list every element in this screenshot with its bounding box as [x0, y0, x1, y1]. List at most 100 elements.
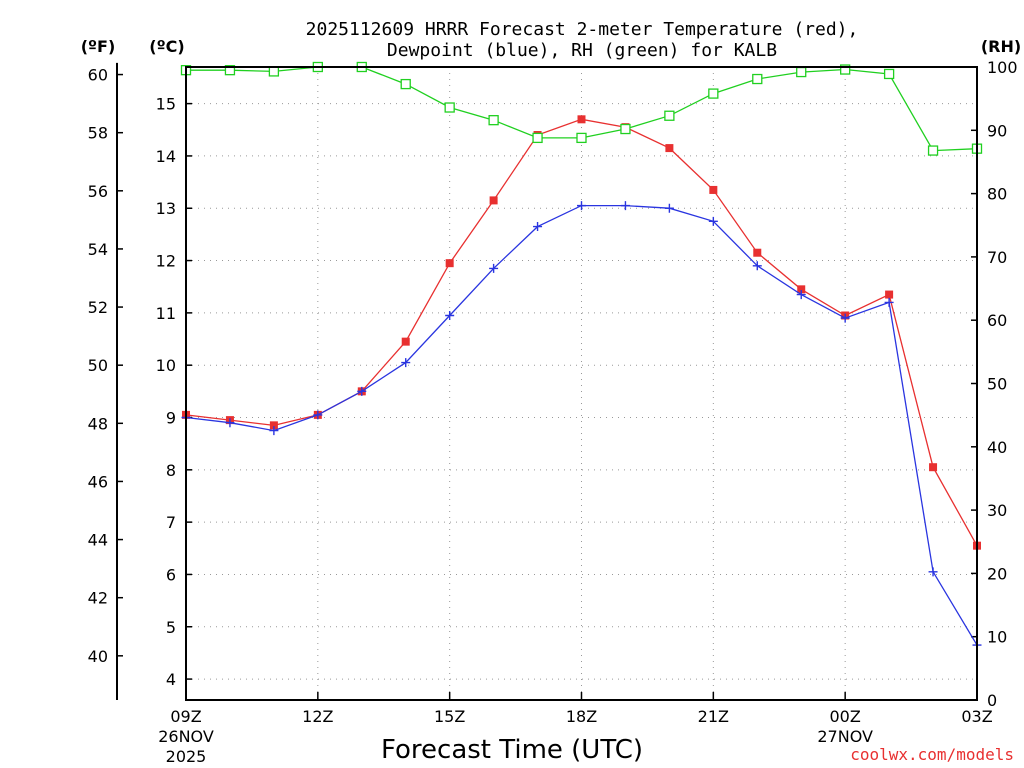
rh-tick-label: 20 — [987, 564, 1007, 583]
dewpoint-point — [533, 222, 543, 232]
fahrenheit-tick-label: 40 — [88, 647, 108, 666]
rh-axis: 0 10 20 30 40 50 60 70 80 90 100 — [971, 58, 1018, 710]
rh-tick-label: 40 — [987, 438, 1007, 457]
dewpoint-point — [928, 567, 938, 577]
rh-tick-label: 10 — [987, 628, 1007, 647]
temperature-point — [665, 144, 674, 153]
celsius-tick-label: 8 — [166, 461, 176, 480]
dewpoint-point — [445, 310, 455, 320]
rh-tick-label: 50 — [987, 375, 1007, 394]
rh-tick-label: 90 — [987, 121, 1007, 140]
rh-unit-label: (RH) — [981, 37, 1021, 56]
fahrenheit-tick-label: 48 — [88, 414, 108, 433]
celsius-tick-label: 11 — [156, 304, 176, 323]
series-lines — [180, 61, 983, 650]
rh-point — [532, 132, 543, 144]
dewpoint-point — [401, 358, 411, 368]
celsius-tick-label: 12 — [156, 252, 176, 271]
temperature-point — [753, 248, 762, 257]
rh-tick-label: 60 — [987, 311, 1007, 330]
rh-point — [883, 68, 895, 80]
celsius-tick-label: 10 — [156, 356, 176, 375]
temperature-point — [709, 185, 718, 194]
time-tick-label: 15Z — [434, 707, 465, 726]
celsius-tick-label: 5 — [166, 618, 176, 637]
fahrenheit-tick-label: 56 — [88, 182, 108, 201]
dewpoint-point — [269, 426, 279, 436]
dewpoint-point — [664, 203, 674, 213]
fahrenheit-tick-label: 42 — [88, 589, 108, 608]
celsius-tick-label: 15 — [156, 95, 176, 114]
rh-point — [796, 66, 807, 78]
dewpoint-point — [884, 297, 894, 307]
time-tick-label: 09Z — [170, 707, 201, 726]
time-tick-date: 27NOV — [817, 727, 873, 746]
rh-point — [664, 110, 675, 121]
chart-title: 2025112609 HRRR Forecast 2-meter Tempera… — [306, 19, 859, 40]
fahrenheit-tick-label: 44 — [88, 531, 108, 550]
dewpoint-point — [225, 418, 235, 428]
temperature-point — [401, 337, 410, 346]
fahrenheit-tick-label: 58 — [88, 124, 108, 143]
time-tick-year: 2025 — [166, 747, 207, 766]
rh-point — [752, 73, 763, 85]
time-tick-label: 03Z — [961, 707, 992, 726]
rh-point — [444, 102, 455, 113]
celsius-tick-label: 6 — [166, 565, 176, 584]
dewpoint-point — [577, 201, 586, 211]
time-tick-label: 21Z — [698, 707, 729, 726]
temperature-point — [445, 259, 454, 268]
temperature-point — [929, 463, 938, 472]
rh-point — [268, 66, 280, 77]
temperature-point — [797, 285, 806, 294]
celsius-unit-label: (ºC) — [149, 37, 184, 56]
dewpoint-point — [796, 290, 806, 300]
chart-subtitle: Dewpoint (blue), RH (green) for KALB — [387, 40, 777, 61]
dewpoint-point — [489, 263, 499, 273]
fahrenheit-tick-label: 54 — [88, 240, 108, 259]
dewpoint-point — [752, 261, 762, 271]
fahrenheit-tick-label: 46 — [88, 472, 108, 491]
dewpoint-point — [313, 410, 323, 420]
rh-point — [400, 78, 411, 90]
temperature-point — [885, 290, 894, 299]
rh-point — [224, 65, 236, 76]
rh-point — [927, 145, 939, 156]
x-axis-label: Forecast Time (UTC) — [381, 735, 643, 765]
dewpoint-point — [840, 313, 850, 323]
celsius-tick-label: 7 — [166, 513, 176, 532]
rh-point — [840, 64, 851, 75]
rh-tick-label: 80 — [987, 185, 1007, 204]
temperature-point — [269, 421, 278, 430]
time-tick-label: 00Z — [830, 707, 861, 726]
rh-tick-label: 70 — [987, 248, 1007, 267]
celsius-tick-label: 9 — [166, 409, 176, 428]
fahrenheit-tick-label: 60 — [88, 66, 108, 85]
fahrenheit-tick-label: 50 — [88, 356, 108, 375]
credit-label: coolwx.com/models — [850, 745, 1014, 764]
celsius-tick-label: 13 — [156, 199, 176, 218]
time-tick-label: 18Z — [566, 707, 597, 726]
dewpoint-point — [357, 386, 367, 396]
time-tick-date: 26NOV — [158, 727, 214, 746]
fahrenheit-axis: 40 42 44 46 48 50 52 54 56 58 60 — [88, 62, 123, 700]
plot-frame — [185, 66, 978, 701]
temperature-point — [577, 115, 586, 124]
dewpoint-point — [620, 201, 630, 211]
rh-point — [620, 123, 631, 135]
rh-point — [708, 88, 719, 99]
grid-lines — [186, 67, 977, 700]
fahrenheit-unit-label: (ºF) — [81, 37, 116, 56]
dewpoint-point — [708, 216, 718, 226]
rh-tick-label: 100 — [987, 58, 1018, 77]
temperature-point — [489, 196, 498, 205]
rh-tick-label: 30 — [987, 501, 1007, 520]
time-tick-label: 12Z — [302, 707, 333, 726]
rh-point — [576, 132, 587, 144]
rh-point — [488, 115, 499, 126]
fahrenheit-tick-label: 52 — [88, 298, 108, 317]
celsius-tick-label: 14 — [156, 147, 176, 166]
rh-tick-label: 0 — [987, 691, 997, 710]
